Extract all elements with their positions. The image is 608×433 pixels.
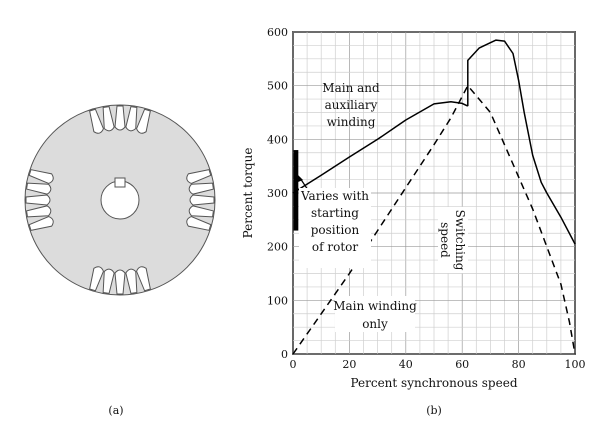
x-tick-label: 0 <box>290 358 297 371</box>
stator-slot <box>26 182 52 195</box>
x-tick-label: 100 <box>565 358 586 371</box>
y-tick-label: 0 <box>281 348 288 361</box>
starting-torque-range-bar <box>293 150 299 231</box>
y-tick-label: 100 <box>267 294 288 307</box>
x-tick-label: 80 <box>512 358 526 371</box>
stator-slots <box>25 105 215 295</box>
stator-slot <box>136 266 151 292</box>
y-axis-label: Percent torque <box>241 148 255 239</box>
x-tick-label: 20 <box>342 358 356 371</box>
annotation-varies-1: Varies with <box>300 189 369 203</box>
stator-slot <box>102 268 115 294</box>
varies-label-background <box>299 188 371 268</box>
stator-slot <box>186 169 212 184</box>
stator-slot <box>26 205 52 218</box>
x-axis-label: Percent synchronous speed <box>350 376 517 390</box>
series-line-3 <box>467 39 576 245</box>
x-tick-labels: 0 20 40 60 80 100 <box>290 358 586 371</box>
switching-speed-annotation: Switching speed <box>438 207 468 273</box>
annotation-switching-2: speed <box>438 222 452 258</box>
keyway <box>114 177 126 188</box>
stator-slot <box>114 105 126 131</box>
annotation-switching-1: Switching <box>453 210 467 271</box>
y-tick-labels: 0 100 200 300 400 500 600 <box>267 26 288 361</box>
stator-slot <box>89 108 104 134</box>
varies-arrowhead <box>297 174 303 182</box>
switching-label-background <box>438 207 468 273</box>
stator-slot <box>28 216 54 231</box>
annotation-varies-3: position <box>311 223 360 237</box>
stator-slot <box>188 182 214 195</box>
stator-slot <box>125 106 138 132</box>
annotation-main-aux-1: Main and <box>322 81 380 95</box>
y-tick-label: 300 <box>267 187 288 200</box>
y-tick-label: 200 <box>267 241 288 254</box>
annotation-main-aux-3: winding <box>327 115 376 129</box>
stator-slot <box>114 269 126 295</box>
stator-slot <box>102 106 115 132</box>
panel-b-caption: (b) <box>426 404 442 417</box>
stator-slot <box>89 266 104 292</box>
main-only-label-background <box>335 296 415 332</box>
annotation-varies-4: of rotor <box>312 240 358 254</box>
annotation-main-aux-2: auxiliary <box>325 98 378 112</box>
torque-speed-chart: 0 20 40 60 80 100 0 100 200 300 400 500 600 Main an… <box>241 26 586 390</box>
x-tick-label: 40 <box>399 358 413 371</box>
stator-slot <box>136 108 151 134</box>
stator-slot <box>189 194 215 206</box>
annotation-main-only-1: Main winding <box>333 299 417 313</box>
annotation-varies-2: starting <box>311 206 359 220</box>
y-tick-label: 500 <box>267 80 288 93</box>
stator-slot <box>186 216 212 231</box>
stator-lamination-drawing <box>24 104 216 296</box>
annotation-main-only-2: only <box>362 317 388 331</box>
y-tick-label: 400 <box>267 133 288 146</box>
panel-a-caption: (a) <box>108 404 123 417</box>
stator-slot <box>28 169 54 184</box>
stator-slot <box>188 205 214 218</box>
x-tick-label: 60 <box>455 358 469 371</box>
stator-slot <box>125 268 138 294</box>
stator-slot <box>25 194 51 206</box>
y-tick-label: 600 <box>267 26 288 39</box>
